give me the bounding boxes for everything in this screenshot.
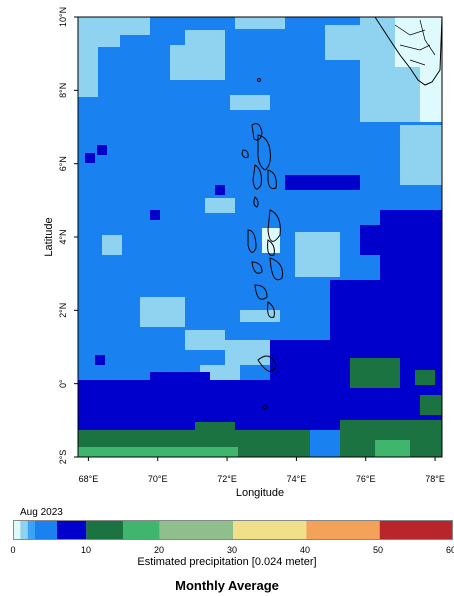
- colorbar-title: Estimated precipitation [0.024 meter]: [137, 556, 317, 568]
- lat-tick-label: 2°N: [58, 303, 68, 318]
- india-coastline: [374, 17, 442, 86]
- lon-tick-label: 78°E: [425, 474, 445, 484]
- colorbar-bin: [86, 520, 123, 540]
- lon-tick-label: 70°E: [148, 474, 168, 484]
- legend-period-label: Aug 2023: [20, 507, 63, 518]
- colorbar-bin: [35, 520, 57, 540]
- lon-tick-label: 68°E: [79, 474, 99, 484]
- colorbar-bin: [379, 520, 453, 540]
- lat-tick-label: 10°N: [58, 7, 68, 27]
- colorbar-tick-label: 10: [80, 545, 92, 555]
- colorbar-tick-label: 30: [226, 545, 238, 555]
- colorbar-svg: [13, 520, 453, 540]
- colorbar-tick-label: 20: [153, 545, 165, 555]
- light-blue-patches: [78, 17, 442, 385]
- colorbar-tick-label: 60: [445, 545, 454, 555]
- lon-tick-label: 76°E: [356, 474, 376, 484]
- light-green-patches: [78, 440, 410, 457]
- lat-tick-label: 6°N: [58, 156, 68, 171]
- maldives-atolls: [241, 78, 283, 410]
- lon-tick-label: 72°E: [217, 474, 237, 484]
- colorbar-bin: [27, 520, 35, 540]
- lat-tick-label: 0°: [58, 379, 68, 388]
- colorbar-bin: [233, 520, 307, 540]
- colorbar-bin: [306, 520, 380, 540]
- colorbar-bin: [20, 520, 28, 540]
- latitude-ticks: 10°N 8°N 6°N 4°N 2°N 0° 2°S: [58, 7, 78, 464]
- colorbar-frame: [13, 520, 453, 540]
- precipitation-colorbar: [13, 520, 453, 540]
- colorbar-bin: [123, 520, 160, 540]
- lat-tick-label: 8°N: [58, 83, 68, 98]
- colorbar-tick-label: 0: [10, 545, 16, 555]
- colorbar-bin: [159, 520, 233, 540]
- colorbar-bin: [13, 520, 21, 540]
- precipitation-map: 68°E 70°E 72°E 74°E 76°E 78°E 10°N 8°N 6°N 4°N 2°…: [43, 7, 445, 499]
- lat-tick-label: 4°N: [58, 229, 68, 244]
- colorbar-bin: [57, 520, 87, 540]
- lat-tick-label: 2°S: [58, 450, 68, 465]
- y-axis-title: Latitude: [43, 217, 55, 256]
- india-region-borders: [394, 19, 436, 66]
- footer-title: Monthly Average: [175, 578, 279, 593]
- lon-tick-label: 74°E: [287, 474, 307, 484]
- colorbar-tick-label: 50: [372, 545, 384, 555]
- colorbar-tick-label: 40: [299, 545, 311, 555]
- near-zero-patches: [262, 17, 442, 253]
- longitude-ticks: 68°E 70°E 72°E 74°E 76°E 78°E: [79, 457, 445, 484]
- x-axis-title: Longitude: [236, 487, 284, 499]
